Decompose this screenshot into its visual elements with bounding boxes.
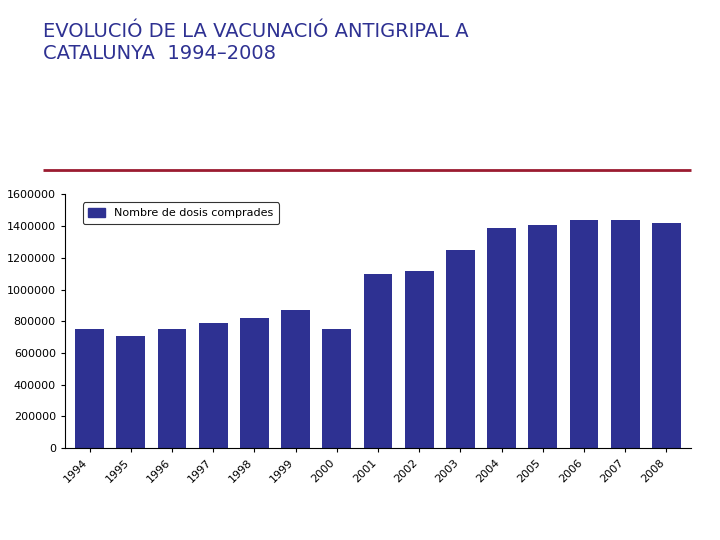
- Bar: [364, 274, 392, 448]
- Bar: [446, 250, 475, 448]
- Bar: [199, 323, 228, 448]
- Bar: [405, 271, 433, 448]
- Bar: [487, 228, 516, 448]
- Bar: [117, 335, 145, 448]
- Bar: [240, 318, 269, 448]
- Text: EVOLUCIÓ DE LA VACUNACIÓ ANTIGRIPAL A
CATALUNYA  1994–2008: EVOLUCIÓ DE LA VACUNACIÓ ANTIGRIPAL A CA…: [43, 22, 469, 63]
- Bar: [75, 329, 104, 448]
- Legend: Nombre de dosis comprades: Nombre de dosis comprades: [83, 202, 279, 224]
- Bar: [281, 310, 310, 448]
- Bar: [323, 329, 351, 448]
- Bar: [611, 220, 639, 448]
- Bar: [652, 223, 681, 448]
- Bar: [528, 225, 557, 448]
- Bar: [158, 329, 186, 448]
- Y-axis label: Dosis: Dosis: [0, 305, 1, 338]
- Bar: [570, 220, 598, 448]
